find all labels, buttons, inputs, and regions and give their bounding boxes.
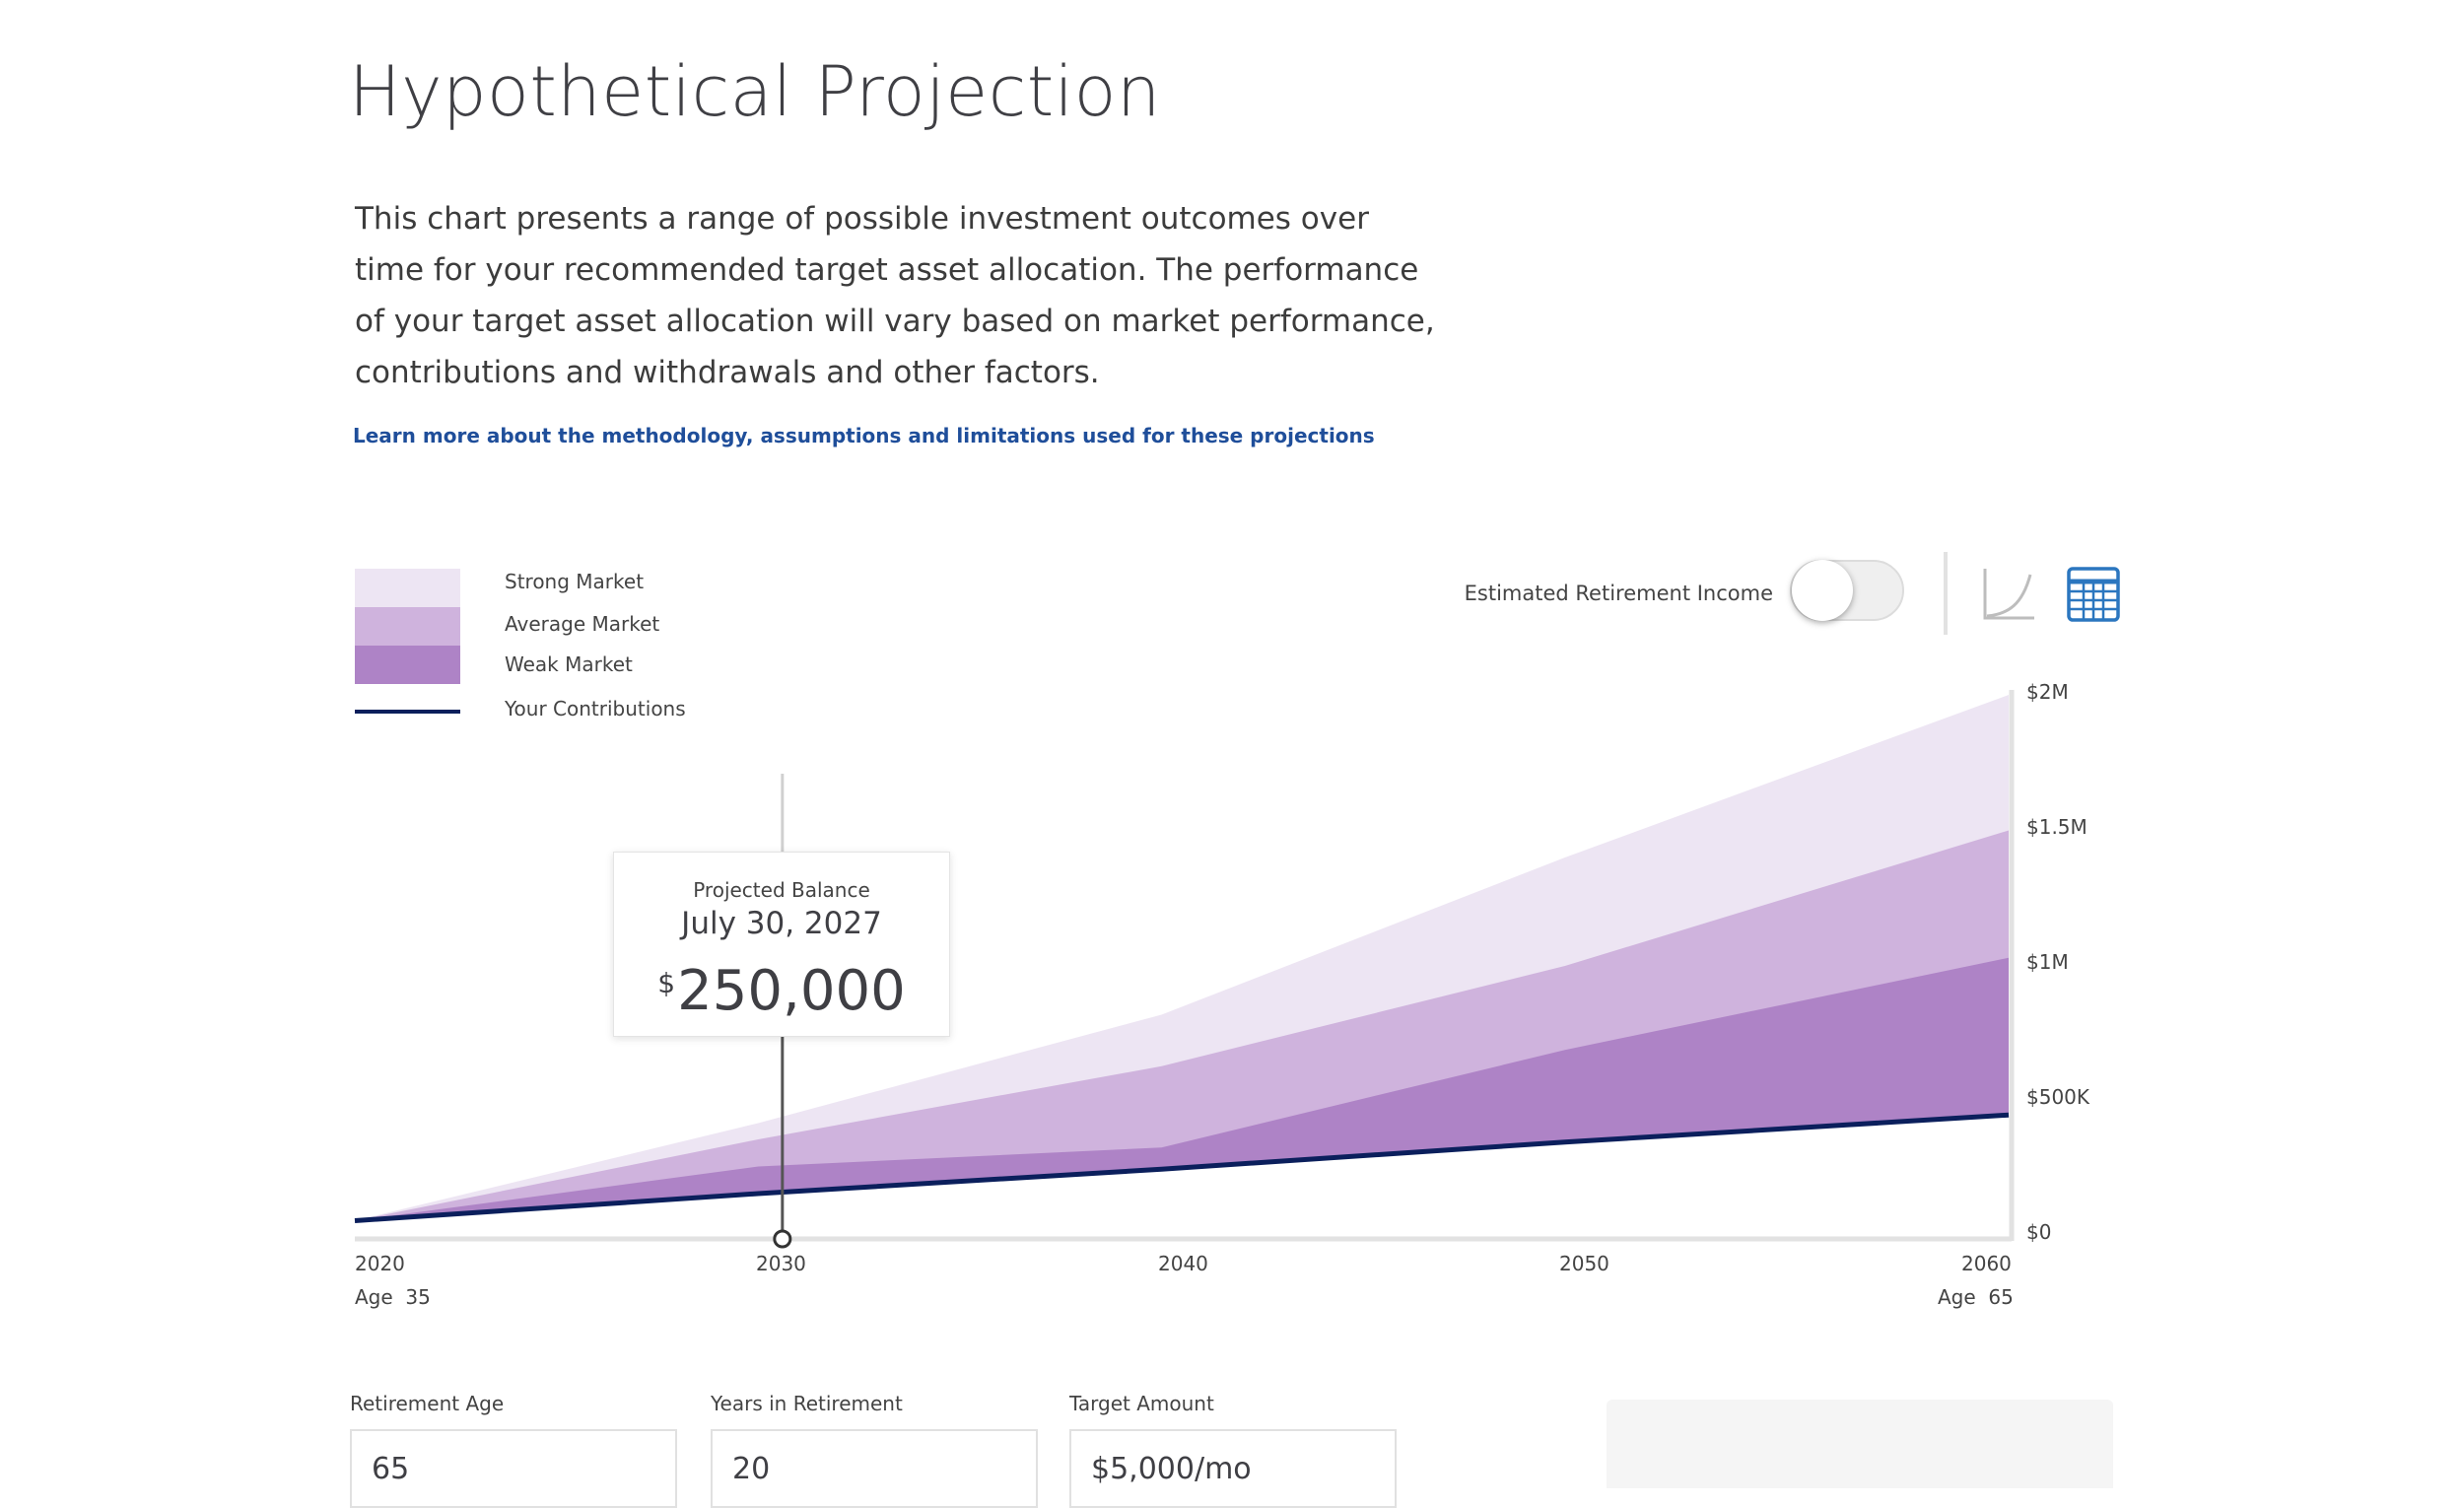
legend-swatch-weak <box>355 646 460 684</box>
line-chart-icon[interactable] <box>1979 565 2038 624</box>
toggle-knob[interactable] <box>1792 560 1853 621</box>
legend-line-contributions <box>355 710 460 714</box>
x-tick-label: 2030 <box>756 1252 806 1275</box>
retirement-age-label: Retirement Age <box>350 1392 505 1415</box>
age-end-label: Age 65 <box>1938 1285 2014 1309</box>
tooltip-amount: $250,000 <box>657 959 906 1023</box>
y-tick-label: $2M <box>2026 680 2069 704</box>
retirement-income-toggle-label: Estimated Retirement Income <box>1464 582 1773 605</box>
years-in-retirement-input[interactable] <box>711 1429 1038 1508</box>
years-in-retirement-label: Years in Retirement <box>711 1392 903 1415</box>
contributions-line <box>354 1112 2010 1223</box>
tooltip-date: July 30, 2027 <box>681 906 882 941</box>
y-tick-label: $0 <box>2026 1220 2052 1244</box>
age-start-label: Age 35 <box>355 1285 431 1309</box>
legend-label-contributions: Your Contributions <box>505 697 686 720</box>
legend-label-average: Average Market <box>505 612 660 636</box>
x-tick-label: 2020 <box>355 1252 405 1275</box>
controls-divider <box>1944 552 1948 635</box>
marker-point <box>773 1229 792 1249</box>
page-title: Hypothetical Projection <box>349 51 1161 132</box>
legend-label-weak: Weak Market <box>505 652 633 676</box>
legend-swatch-strong <box>355 569 460 607</box>
x-tick-label: 2040 <box>1158 1252 1208 1275</box>
x-tick-label: 2060 <box>1961 1252 2012 1275</box>
y-tick-label: $500K <box>2026 1085 2090 1109</box>
retirement-income-toggle[interactable] <box>1790 560 1904 621</box>
weak-market-area <box>355 957 2009 1221</box>
table-icon[interactable] <box>2064 565 2123 624</box>
page-description: This chart presents a range of possible … <box>355 201 1435 390</box>
legend-label-strong: Strong Market <box>505 570 645 593</box>
y-tick-label: $1M <box>2026 950 2069 974</box>
retirement-age-input[interactable] <box>350 1429 677 1508</box>
summary-panel <box>1607 1400 2113 1488</box>
target-amount-label: Target Amount <box>1069 1392 1214 1415</box>
methodology-link[interactable]: Learn more about the methodology, assump… <box>353 424 1375 447</box>
x-tick-label: 2050 <box>1559 1252 1609 1275</box>
target-amount-input[interactable] <box>1069 1429 1397 1508</box>
legend-swatch-average <box>355 607 460 646</box>
tooltip-title: Projected Balance <box>693 878 870 902</box>
y-tick-label: $1.5M <box>2026 815 2088 839</box>
projected-balance-tooltip: Projected Balance July 30, 2027 $250,000 <box>613 852 950 1037</box>
